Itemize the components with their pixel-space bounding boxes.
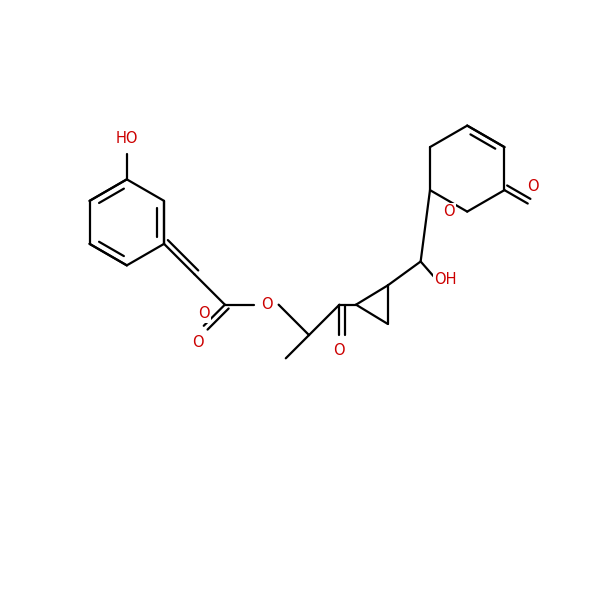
Text: O: O — [192, 335, 203, 350]
Text: OH: OH — [434, 272, 457, 287]
Text: O: O — [334, 343, 345, 358]
Text: HO: HO — [116, 131, 138, 146]
Text: O: O — [527, 179, 539, 194]
Text: O: O — [261, 297, 272, 312]
Text: O: O — [443, 204, 455, 219]
Text: O: O — [198, 307, 209, 322]
